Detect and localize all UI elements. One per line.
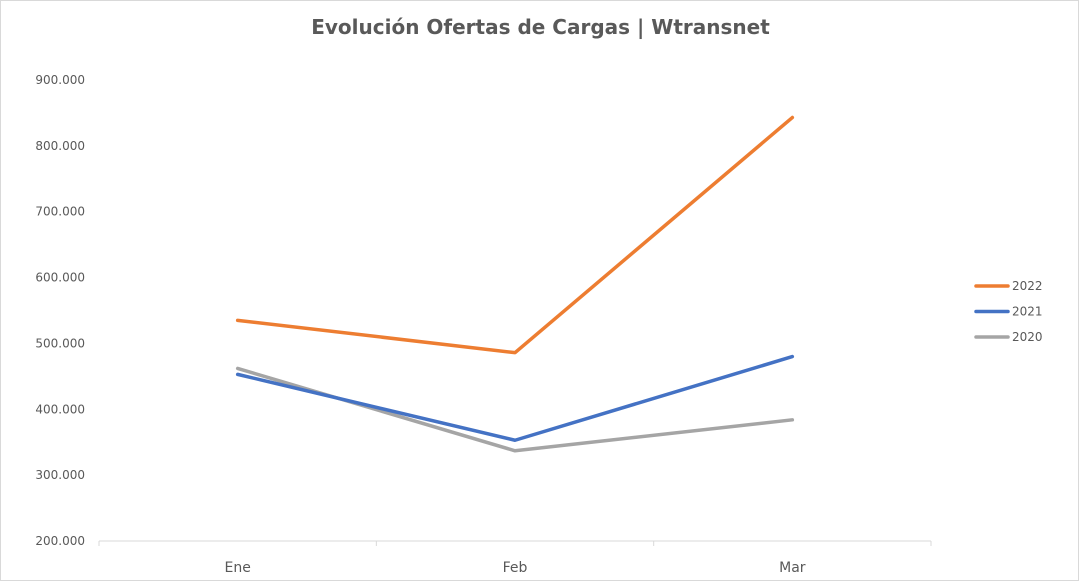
y-tick-label: 800.000 [35, 139, 85, 153]
chart-title: Evolución Ofertas de Cargas | Wtransnet [311, 15, 770, 39]
y-tick-label: 200.000 [35, 534, 85, 548]
x-category-label: Mar [779, 560, 806, 576]
legend-label-2021: 2021 [1012, 305, 1043, 319]
y-tick-label: 600.000 [35, 271, 85, 285]
y-tick-label: 400.000 [35, 402, 85, 416]
legend-label-2022: 2022 [1012, 279, 1043, 293]
x-category-label: Ene [224, 560, 250, 576]
y-tick-label: 300.000 [35, 468, 85, 482]
y-tick-label: 700.000 [35, 205, 85, 219]
y-tick-label: 500.000 [35, 336, 85, 350]
legend-label-2020: 2020 [1012, 330, 1043, 344]
y-tick-label: 900.000 [35, 73, 85, 87]
x-category-label: Feb [503, 560, 528, 576]
series-line-2021 [235, 354, 795, 442]
series-line-2022 [235, 115, 795, 355]
